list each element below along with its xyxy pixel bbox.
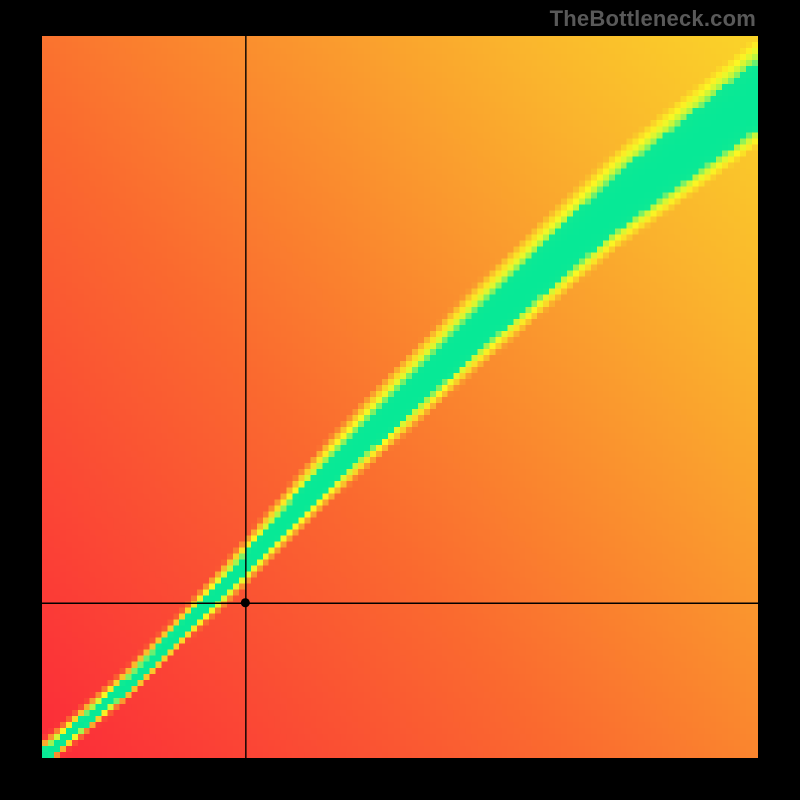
crosshair-overlay (0, 0, 800, 800)
chart-container: TheBottleneck.com (0, 0, 800, 800)
watermark-text: TheBottleneck.com (550, 6, 756, 32)
